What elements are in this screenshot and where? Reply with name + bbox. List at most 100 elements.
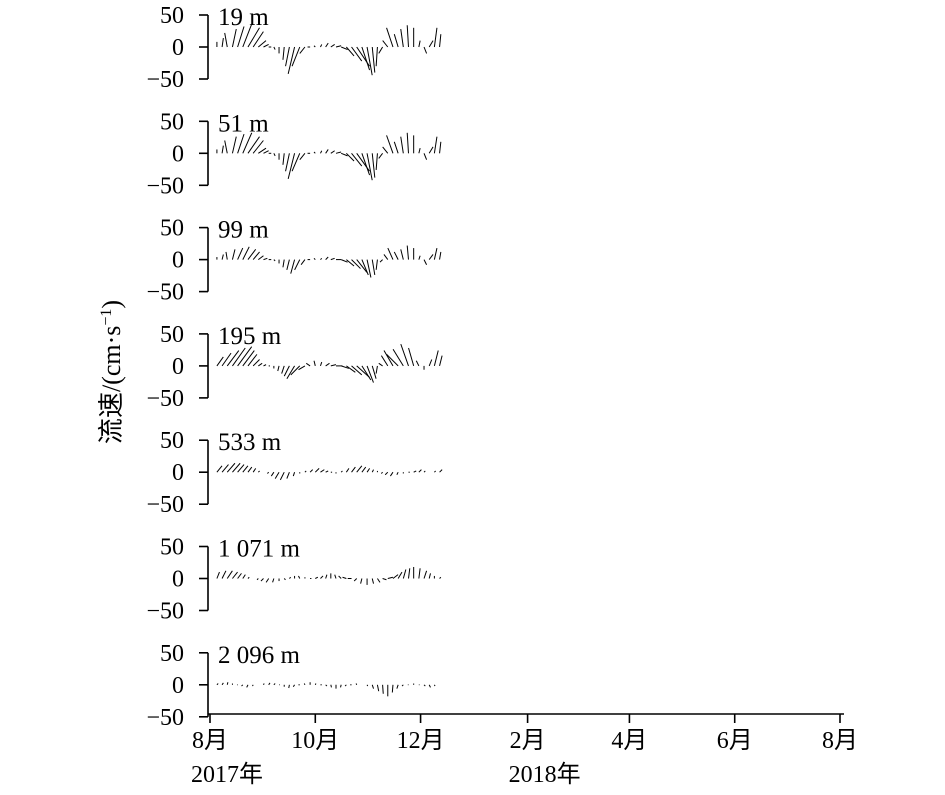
current-stick — [292, 472, 296, 477]
current-stick — [406, 25, 409, 48]
current-stick — [366, 684, 369, 687]
current-stick — [299, 152, 306, 161]
current-stick — [231, 28, 237, 48]
current-stick — [378, 362, 383, 367]
current-stick — [290, 365, 301, 376]
current-stick — [423, 684, 426, 687]
current-stick — [270, 471, 275, 477]
current-stick — [366, 153, 373, 181]
current-stick — [226, 350, 240, 367]
current-stick — [325, 149, 329, 154]
current-stick — [393, 34, 399, 48]
y-tick-label: −50 — [146, 492, 184, 518]
panel-1: 50 0 −50 51 m — [146, 109, 442, 199]
current-stick — [423, 470, 426, 473]
y-tick-label: 50 — [160, 535, 184, 561]
current-stick — [386, 354, 399, 367]
current-stick — [389, 471, 394, 477]
current-stick — [439, 34, 442, 48]
current-stick — [346, 152, 355, 162]
current-stick — [346, 365, 356, 373]
current-stick — [335, 151, 342, 154]
current-stick — [371, 469, 374, 473]
current-stick — [375, 46, 378, 67]
x-tick-label: 8月 — [192, 728, 228, 754]
current-stick — [334, 574, 337, 579]
y-tick-label: −50 — [146, 67, 184, 93]
current-stick — [378, 46, 384, 54]
current-stick — [360, 578, 363, 584]
current-stick — [383, 254, 389, 260]
current-stick — [325, 470, 329, 473]
current-stick — [439, 355, 443, 367]
current-stick — [305, 362, 311, 367]
current-stick — [242, 350, 255, 367]
y-tick-label: 50 — [160, 322, 184, 348]
current-stick — [282, 259, 285, 268]
current-stick — [247, 136, 260, 154]
current-stick — [366, 46, 373, 76]
current-stick — [351, 259, 361, 269]
current-stick — [361, 466, 367, 473]
current-stick — [256, 578, 259, 581]
current-stick — [313, 257, 316, 260]
current-stick — [325, 42, 329, 48]
x-tick-label: 4月 — [611, 728, 647, 754]
current-stick — [294, 259, 301, 271]
current-stick — [252, 359, 260, 367]
current-stick — [267, 471, 270, 474]
current-stick — [263, 364, 267, 367]
current-stick — [226, 570, 233, 579]
current-stick — [242, 132, 253, 154]
current-stick — [330, 684, 332, 688]
current-stick — [314, 468, 320, 473]
current-stick — [406, 132, 409, 154]
current-stick — [281, 365, 285, 374]
current-stick — [216, 465, 223, 473]
current-stick — [428, 359, 433, 367]
current-stick — [226, 682, 229, 685]
current-stick — [380, 355, 389, 367]
current-stick — [382, 578, 387, 581]
current-stick — [247, 249, 257, 260]
y-tick-label: −50 — [146, 280, 184, 306]
y-tick-label: 0 — [172, 248, 184, 274]
current-stick — [346, 259, 355, 267]
y-tick-label: 0 — [172, 460, 184, 486]
current-stick — [345, 468, 350, 473]
current-stick — [273, 46, 276, 50]
current-stick — [320, 150, 323, 154]
current-stick — [380, 471, 383, 474]
year-label: 2017年 — [191, 761, 263, 788]
current-stick — [386, 27, 394, 48]
current-stick — [292, 684, 295, 687]
current-stick — [423, 153, 428, 160]
current-stick — [282, 46, 285, 60]
current-stick — [320, 257, 323, 260]
current-stick — [340, 684, 342, 688]
current-stick — [433, 136, 438, 154]
current-stick — [221, 464, 229, 473]
current-stick — [252, 251, 260, 260]
current-stick — [351, 365, 363, 376]
current-stick — [221, 145, 224, 154]
current-stick — [285, 153, 290, 172]
current-stick — [407, 568, 411, 579]
current-stick — [313, 151, 316, 154]
current-stick — [263, 257, 268, 261]
current-stick — [231, 249, 236, 260]
current-stick — [356, 365, 370, 378]
current-stick — [231, 136, 237, 154]
current-stick — [433, 684, 436, 687]
current-stick — [273, 153, 276, 157]
current-stick — [400, 29, 404, 48]
current-stick — [418, 40, 421, 48]
current-stick — [221, 352, 232, 367]
current-stick — [247, 354, 258, 367]
current-stick — [375, 365, 378, 374]
current-stick — [237, 247, 244, 260]
current-stick — [418, 568, 421, 579]
current-stick — [383, 350, 394, 367]
current-stick — [351, 46, 363, 62]
